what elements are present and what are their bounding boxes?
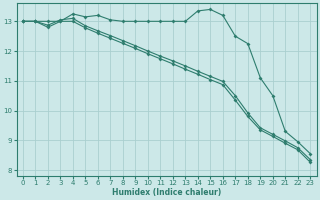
X-axis label: Humidex (Indice chaleur): Humidex (Indice chaleur) bbox=[112, 188, 221, 197]
